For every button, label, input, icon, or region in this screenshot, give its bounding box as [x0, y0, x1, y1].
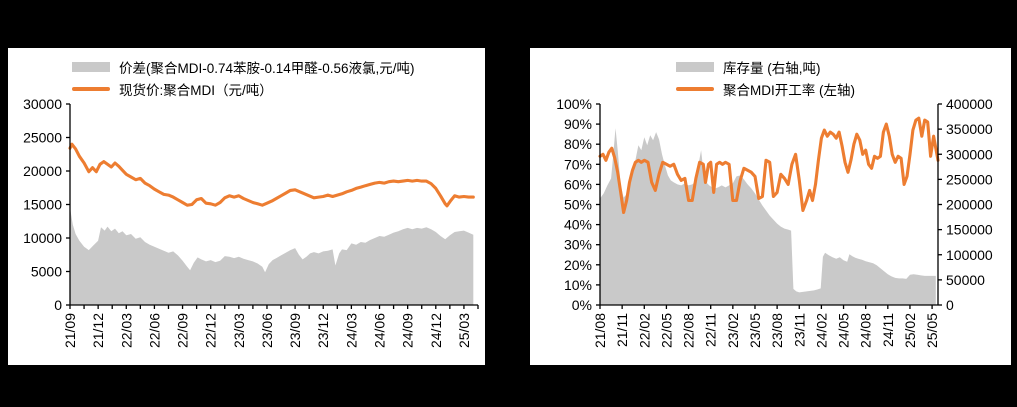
price-spread-chart: 0 5000 10000 15000 20000 25000 30000 21/09 21/12…: [23, 96, 479, 348]
x-axis-tick-label: 24/03: [343, 313, 359, 348]
x-axis-tick-label: 22/06: [146, 313, 162, 348]
x-axis-tick-label: 23/09: [287, 313, 303, 348]
area-series-0: [70, 207, 474, 305]
x-axis-tick-label: 24/02: [813, 313, 829, 348]
x-axis-tick-label: 22/03: [118, 313, 134, 348]
spread-area-swatch: [72, 62, 110, 72]
y-axis-tick-label: 0: [54, 297, 62, 313]
right-y-axis-tick-label: 250000: [946, 171, 993, 187]
x-axis-tick-label: 25/02: [902, 313, 918, 348]
inventory-operating-rate-chart: 0% 10% 20% 30% 40% 50% 60% 70% 80% 90% 100% 0 50000 1…: [556, 96, 993, 348]
right-y-axis-tick-label: 0: [946, 297, 954, 313]
right-y-axis-tick-label: 350000: [946, 121, 993, 137]
spot-price-line-swatch: [72, 87, 110, 91]
x-axis-tick-label: 23/05: [747, 313, 763, 348]
x-axis-tick-label: 25/03: [456, 313, 472, 348]
right-y-axis-tick-label: 200000: [946, 197, 993, 213]
y-axis-tick-label: 25000: [23, 130, 62, 146]
inventory-area-swatch: [676, 62, 714, 72]
x-axis-tick-label: 24/09: [400, 313, 416, 348]
right-y-axis-tick-label: 300000: [946, 146, 993, 162]
x-axis-tick-label: 23/03: [231, 313, 247, 348]
y-axis-tick-label: 100%: [556, 96, 592, 112]
y-axis-tick-label: 40%: [564, 217, 592, 233]
legend-row-inventory: 库存量 (右轴,吨): [676, 56, 855, 78]
x-axis-tick-label: 25/05: [924, 313, 940, 348]
y-axis-tick-label: 20000: [23, 163, 62, 179]
x-axis-tick-label: 24/06: [372, 313, 388, 348]
y-axis-tick-label: 30000: [23, 96, 62, 112]
x-axis-tick-label: 22/02: [636, 313, 652, 348]
legend-row-spread: 价差(聚合MDI-0.74苯胺-0.14甲醛-0.56液氯,元/吨): [72, 56, 415, 78]
inventory-chart-legend: 库存量 (右轴,吨) 聚合MDI开工率 (左轴): [676, 56, 855, 100]
spread-legend-label: 价差(聚合MDI-0.74苯胺-0.14甲醛-0.56液氯,元/吨): [119, 61, 415, 76]
right-y-axis-tick-label: 100000: [946, 247, 993, 263]
axes: [66, 103, 479, 309]
price-spread-chart-panel: 价差(聚合MDI-0.74苯胺-0.14甲醛-0.56液氯,元/吨) 现货价:聚…: [8, 48, 485, 365]
x-axis-tick-label: 23/08: [769, 313, 785, 348]
y-axis-tick-label: 60%: [564, 176, 592, 192]
y-axis-tick-label: 10000: [23, 230, 62, 246]
x-axis-tick-label: 23/06: [259, 313, 275, 348]
x-axis-tick-label: 24/05: [836, 313, 852, 348]
legend-row-spot-price: 现货价:聚合MDI（元/吨）: [72, 78, 415, 100]
x-axis-tick-label: 21/09: [62, 313, 78, 348]
y-axis-tick-label: 20%: [564, 257, 592, 273]
inventory-operating-rate-chart-panel: 库存量 (右轴,吨) 聚合MDI开工率 (左轴) 0% 10% 20% 30% 40% 5…: [530, 48, 1011, 365]
x-axis-tick-label: 24/11: [880, 313, 896, 347]
x-axis-tick-label: 21/08: [592, 313, 608, 348]
operating-rate-line-swatch: [676, 87, 714, 91]
x-axis-tick-label: 22/08: [681, 313, 697, 348]
y-axis-tick-label: 15000: [23, 197, 62, 213]
area-series-0: [600, 128, 936, 305]
x-axis-tick-label: 23/02: [725, 313, 741, 348]
legend-row-operating-rate: 聚合MDI开工率 (左轴): [676, 78, 855, 100]
right-y-axis-tick-label: 150000: [946, 222, 993, 238]
x-axis-tick-label: 22/09: [175, 313, 191, 348]
y-axis-tick-label: 30%: [564, 237, 592, 253]
x-axis-tick-label: 21/11: [614, 313, 630, 347]
right-y-axis-tick-label: 50000: [946, 272, 985, 288]
spot-price-legend-label: 现货价:聚合MDI（元/吨）: [119, 83, 273, 98]
inventory-legend-label: 库存量 (右轴,吨): [723, 61, 821, 76]
price-chart-legend: 价差(聚合MDI-0.74苯胺-0.14甲醛-0.56液氯,元/吨) 现货价:聚…: [72, 56, 415, 100]
x-axis-tick-label: 22/05: [658, 313, 674, 348]
y-axis-tick-label: 80%: [564, 136, 592, 152]
x-axis-tick-label: 23/12: [315, 313, 331, 348]
operating-rate-legend-label: 聚合MDI开工率 (左轴): [723, 83, 855, 98]
x-axis-tick-label: 22/11: [703, 313, 719, 347]
y-axis-tick-label: 10%: [564, 277, 592, 293]
y-axis-tick-label: 70%: [564, 156, 592, 172]
x-axis-tick-label: 24/12: [428, 313, 444, 348]
line-series-1: [68, 142, 475, 208]
x-axis-tick-label: 21/12: [90, 313, 106, 348]
y-axis-tick-label: 50%: [564, 197, 592, 213]
x-axis-tick-label: 24/08: [858, 313, 874, 348]
axes: [596, 103, 942, 309]
x-axis-tick-label: 22/12: [203, 313, 219, 348]
line-series-1: [598, 116, 940, 215]
y-axis-tick-label: 0%: [572, 297, 592, 313]
y-axis-tick-label: 90%: [564, 116, 592, 132]
x-axis-tick-label: 23/11: [791, 313, 807, 347]
y-axis-tick-label: 5000: [31, 264, 62, 280]
right-y-axis-tick-label: 400000: [946, 96, 993, 112]
